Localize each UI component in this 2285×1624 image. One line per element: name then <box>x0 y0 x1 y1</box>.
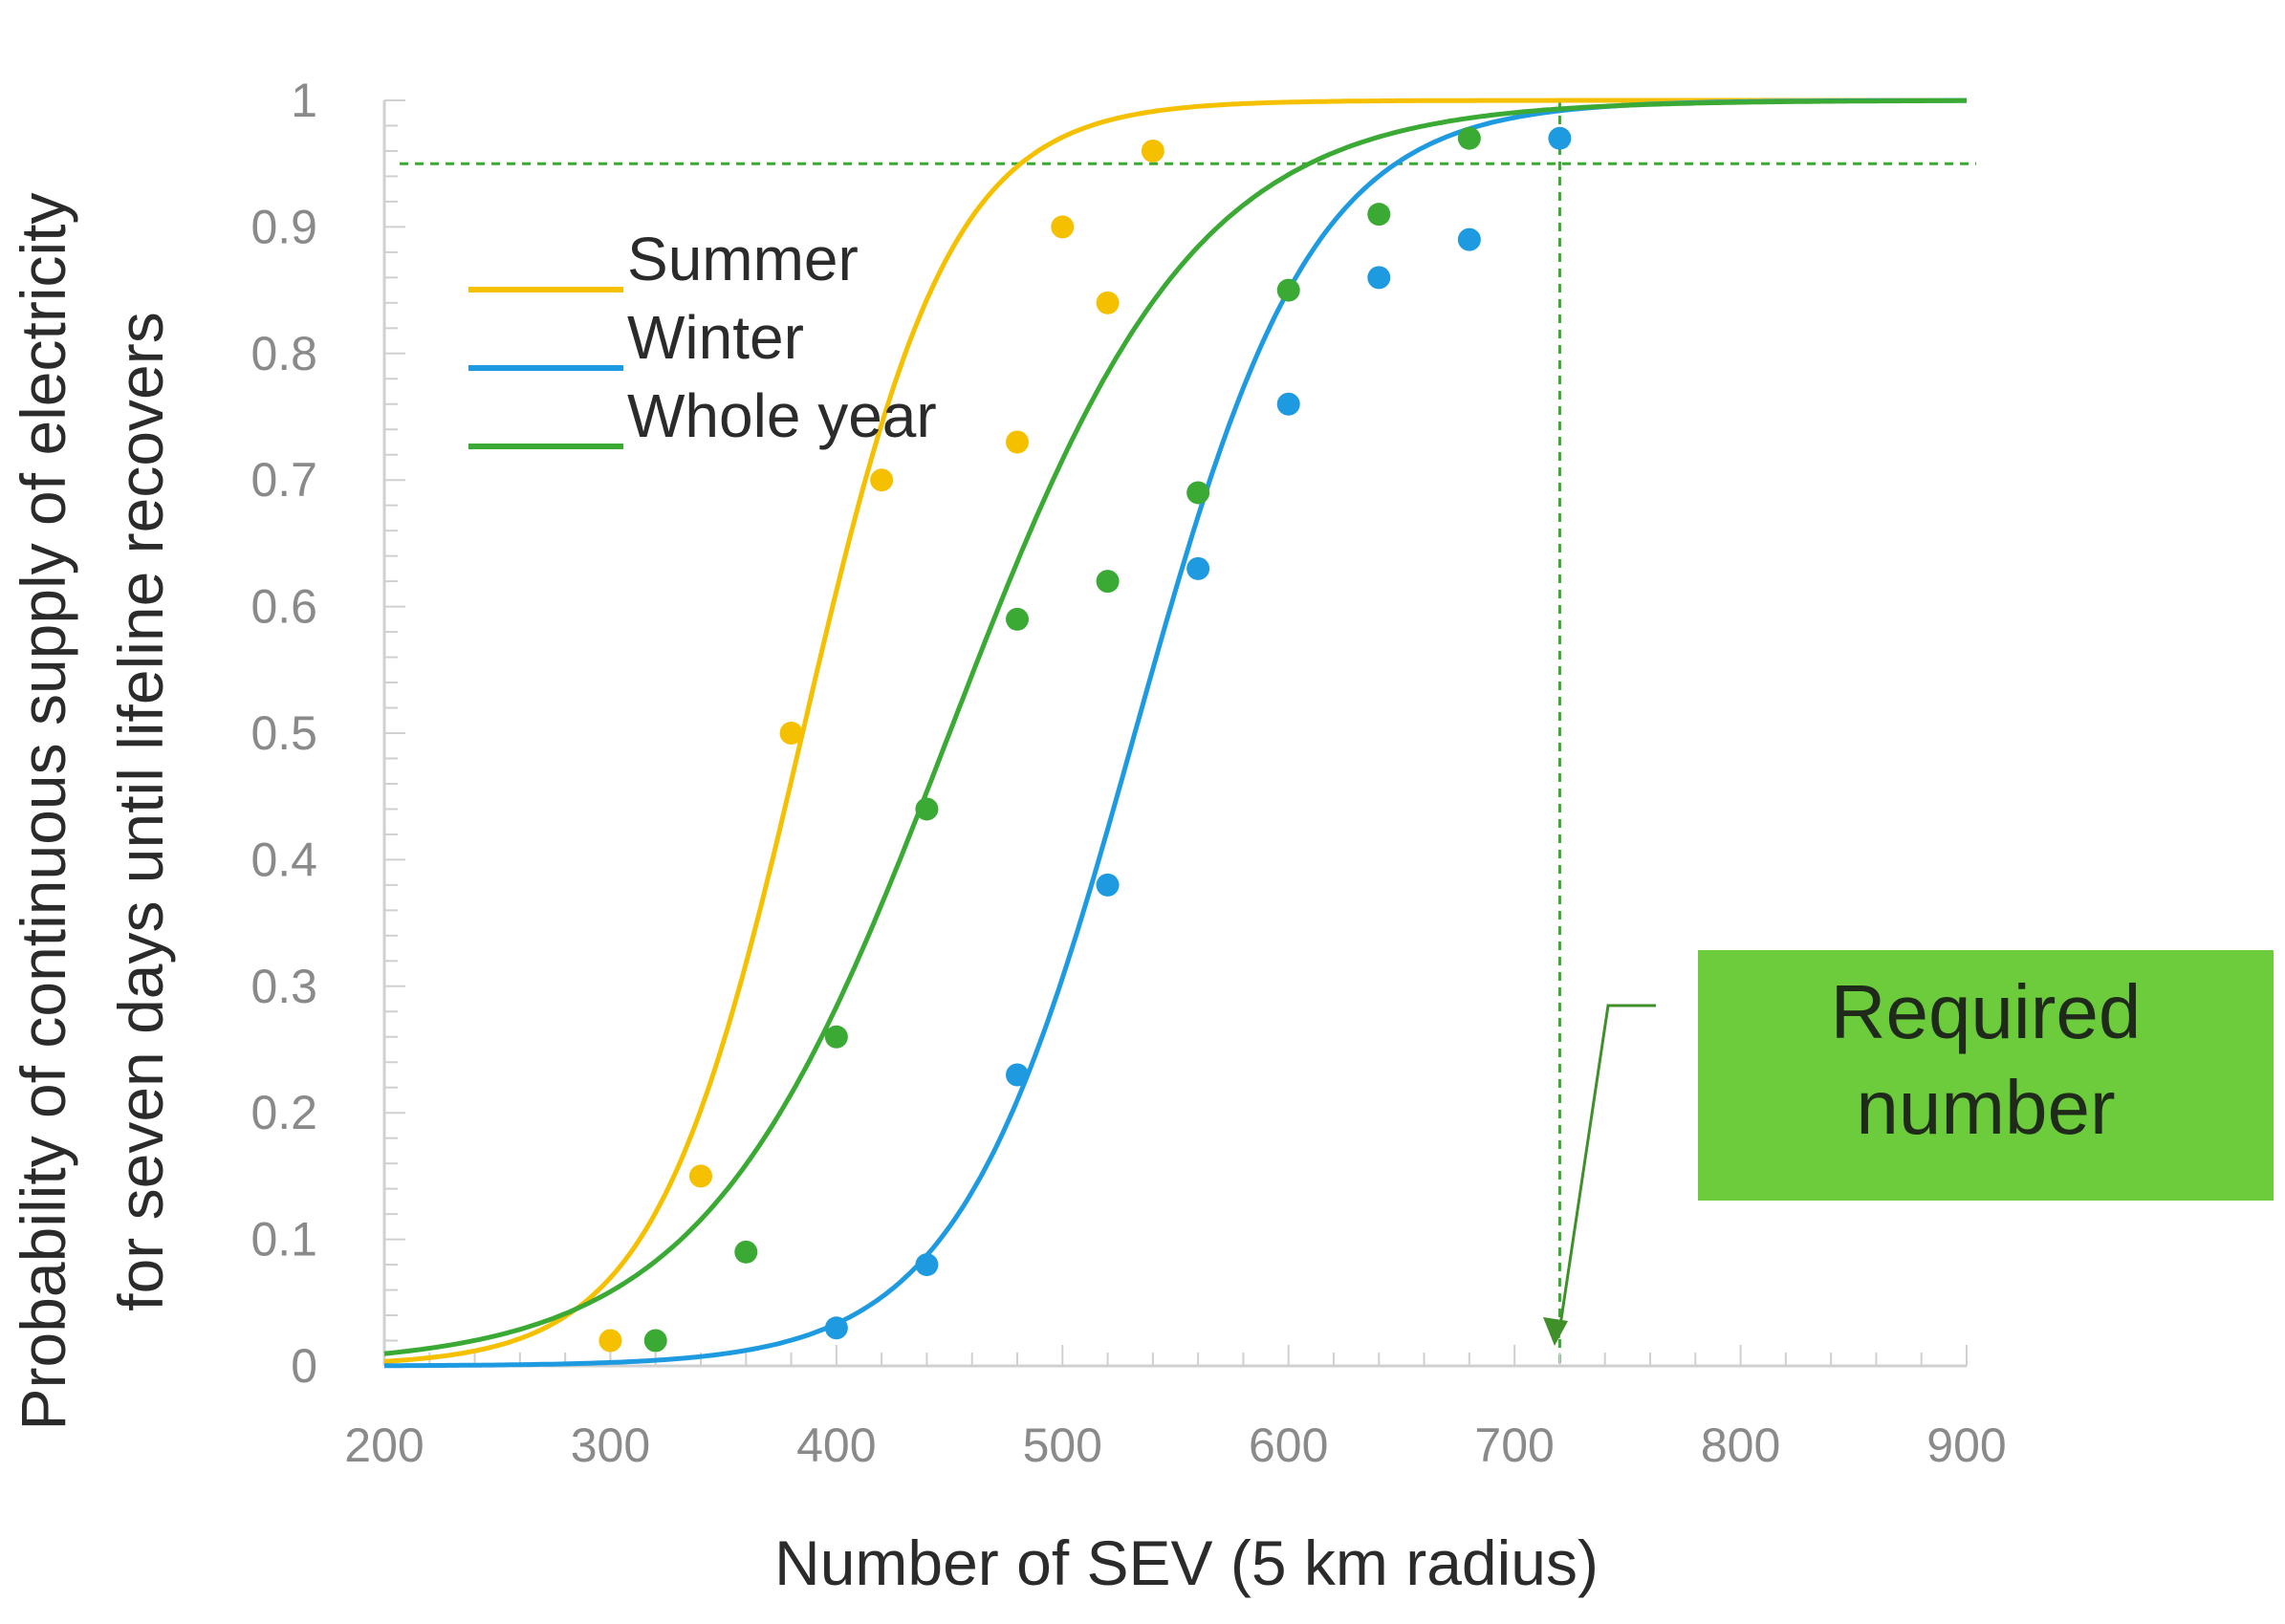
whole-year-legend-label: Whole year <box>627 381 937 450</box>
reference-lines <box>400 100 1976 1366</box>
y-tick-label: 1 <box>291 74 317 127</box>
x-tick-label: 500 <box>1023 1418 1102 1472</box>
y-tick-label: 0.2 <box>250 1086 317 1139</box>
winter-data-point <box>1006 1063 1029 1087</box>
y-axis-title: Probability of continuous supply of elec… <box>8 193 176 1431</box>
x-tick-label: 400 <box>796 1418 876 1472</box>
x-tick-label: 800 <box>1701 1418 1780 1472</box>
summer-data-point <box>1141 139 1164 162</box>
summer-legend-label: Summer <box>627 225 859 293</box>
axes: 200 300 400 500 600 700 800 900 0 0.1 0.2 0.3 0.4 0.5… <box>250 74 2006 1472</box>
winter-data-point <box>824 1316 848 1340</box>
summer-data-point <box>779 722 803 745</box>
callout-line-2: number <box>1856 1065 2115 1150</box>
summer-data-point <box>598 1329 622 1353</box>
winter-data-point <box>1186 556 1210 580</box>
y-tick-label: 0.6 <box>250 580 317 634</box>
winter-data-point <box>1548 126 1572 150</box>
winter-data-point <box>1276 392 1300 416</box>
y-tick-label: 0.3 <box>250 960 317 1013</box>
legend: Summer Winter Whole year <box>468 225 937 450</box>
x-tick-label: 900 <box>1926 1418 2006 1472</box>
whole-year-data-point <box>1276 278 1300 302</box>
y-tick-label: 0.8 <box>250 327 317 380</box>
x-tick-label: 600 <box>1249 1418 1328 1472</box>
y-axis-title-line-1: Probability of continuous supply of elec… <box>8 193 78 1431</box>
x-tick-label: 700 <box>1474 1418 1554 1472</box>
whole-year-data-point <box>824 1025 848 1049</box>
required-number-callout: Required number <box>1543 950 2274 1346</box>
whole-year-data-point <box>1367 203 1391 227</box>
y-tick-label: 0.7 <box>250 453 317 507</box>
winter-data-point <box>915 1253 939 1277</box>
whole-year-data-point <box>915 797 939 821</box>
callout-arrow-line <box>1556 1004 1656 1339</box>
whole-year-data-point <box>643 1329 667 1353</box>
summer-data-point <box>1096 291 1120 314</box>
x-tick-label: 200 <box>344 1418 424 1472</box>
winter-data-point <box>1457 227 1481 251</box>
y-axis-title-line-2: for seven days until lifeline recovers <box>105 312 176 1311</box>
whole-year-data-point <box>1457 126 1481 150</box>
y-tick-label: 0 <box>291 1339 317 1393</box>
callout-arrow-head <box>1543 1317 1568 1346</box>
winter-legend-label: Winter <box>627 303 804 372</box>
y-tick-label: 0.5 <box>250 706 317 760</box>
summer-data-point <box>1051 215 1075 239</box>
summer-data-point <box>1006 430 1029 454</box>
y-tick-label: 0.9 <box>250 200 317 253</box>
whole-year-fit-curve <box>383 97 1967 1356</box>
x-axis-title: Number of SEV (5 km radius) <box>774 1527 1599 1598</box>
winter-data-point <box>1096 873 1120 897</box>
whole-year-data-point <box>1096 570 1120 594</box>
y-tick-label: 0.4 <box>250 833 317 886</box>
fit-curves <box>383 97 1967 1369</box>
whole-year-data-point <box>1006 607 1029 631</box>
data-points <box>598 126 1572 1353</box>
whole-year-data-point <box>734 1240 758 1264</box>
winter-data-point <box>1367 266 1391 290</box>
y-tick-label: 0.1 <box>250 1213 317 1267</box>
summer-data-point <box>870 468 894 492</box>
whole-year-data-point <box>1186 481 1210 505</box>
x-tick-label: 300 <box>571 1418 650 1472</box>
callout-line-1: Required <box>1831 969 2142 1054</box>
callout-box <box>1698 950 2274 1201</box>
summer-data-point <box>689 1164 712 1188</box>
